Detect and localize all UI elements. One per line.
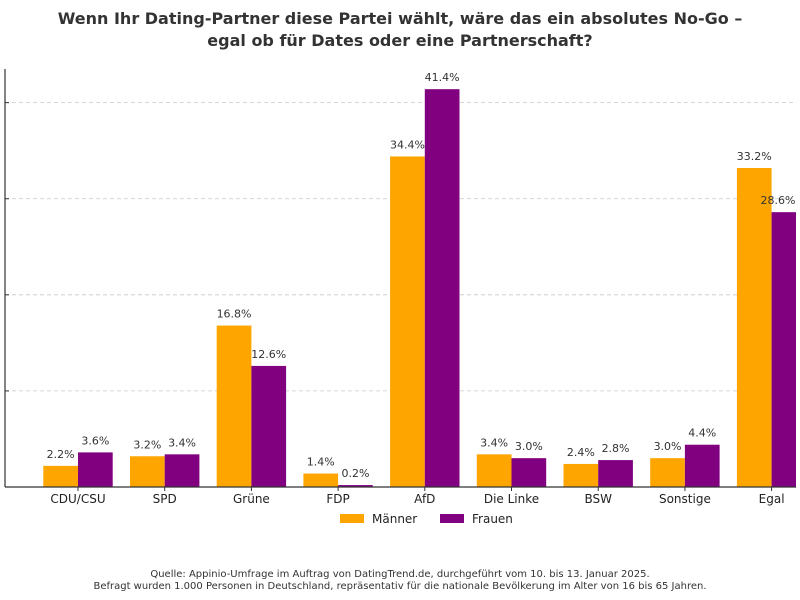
x-tick-label: Sonstige (659, 492, 711, 506)
data-label: 4.4% (688, 427, 716, 440)
bar-frauen (598, 460, 633, 487)
x-tick-label: CDU/CSU (50, 492, 105, 506)
bar-maenner (130, 456, 165, 487)
data-label: 3.0% (654, 440, 682, 453)
x-tick-label: SPD (153, 492, 177, 506)
source-line-2: Befragt wurden 1.000 Personen in Deutsch… (93, 581, 707, 592)
x-tick-label: AfD (414, 492, 435, 506)
data-label: 3.4% (480, 436, 508, 449)
data-label: 2.4% (567, 446, 595, 459)
bar-frauen (251, 365, 287, 487)
data-label: 16.8% (217, 308, 252, 321)
legend-swatch-maenner (340, 514, 364, 523)
data-label: 34.4% (390, 138, 425, 151)
source-line-1: Quelle: Appinio-Umfrage im Auftrag von D… (150, 569, 650, 580)
bar-frauen (511, 458, 547, 487)
bar-frauen (164, 454, 200, 487)
data-label: 33.2% (737, 150, 772, 163)
x-tick-label: Grüne (233, 492, 270, 506)
bar-maenner (736, 167, 772, 487)
bar-frauen (78, 452, 113, 487)
bar-maenner (43, 465, 78, 487)
x-tick-label: BSW (584, 492, 612, 506)
data-label: 3.4% (168, 436, 196, 449)
bar-frauen (338, 485, 373, 487)
data-label: 3.6% (81, 434, 109, 447)
bar-maenner (303, 473, 339, 487)
chart-title: Wenn Ihr Dating-Partner diese Partei wäh… (0, 8, 800, 52)
legend-swatch-frauen (440, 514, 464, 523)
bar-frauen (424, 89, 460, 487)
bar-maenner (650, 458, 685, 487)
data-label: 12.6% (251, 348, 286, 361)
data-label: 41.4% (425, 71, 460, 84)
bar-maenner (563, 463, 599, 487)
data-label: 0.2% (341, 467, 369, 480)
bar-maenner (216, 325, 252, 487)
data-label: 3.2% (133, 438, 161, 451)
data-label: 2.8% (602, 442, 630, 455)
data-label: 28.6% (761, 194, 796, 207)
chart-title-line-1: Wenn Ihr Dating-Partner diese Partei wäh… (57, 9, 743, 28)
bar-frauen (771, 212, 796, 488)
data-label: 3.0% (515, 440, 543, 453)
x-tick-label: FDP (326, 492, 349, 506)
chart-title-line-2: egal ob für Dates oder eine Partnerschaf… (207, 31, 593, 50)
data-label: 2.2% (47, 448, 75, 461)
data-label: 1.4% (307, 456, 335, 469)
legend-label: Frauen (472, 512, 513, 526)
x-tick-label: Die Linke (484, 492, 539, 506)
bar-maenner (390, 156, 425, 488)
legend-label: Männer (372, 512, 417, 526)
bar-frauen (684, 444, 720, 487)
x-tick-label: Egal (759, 492, 785, 506)
bar-maenner (476, 454, 512, 487)
